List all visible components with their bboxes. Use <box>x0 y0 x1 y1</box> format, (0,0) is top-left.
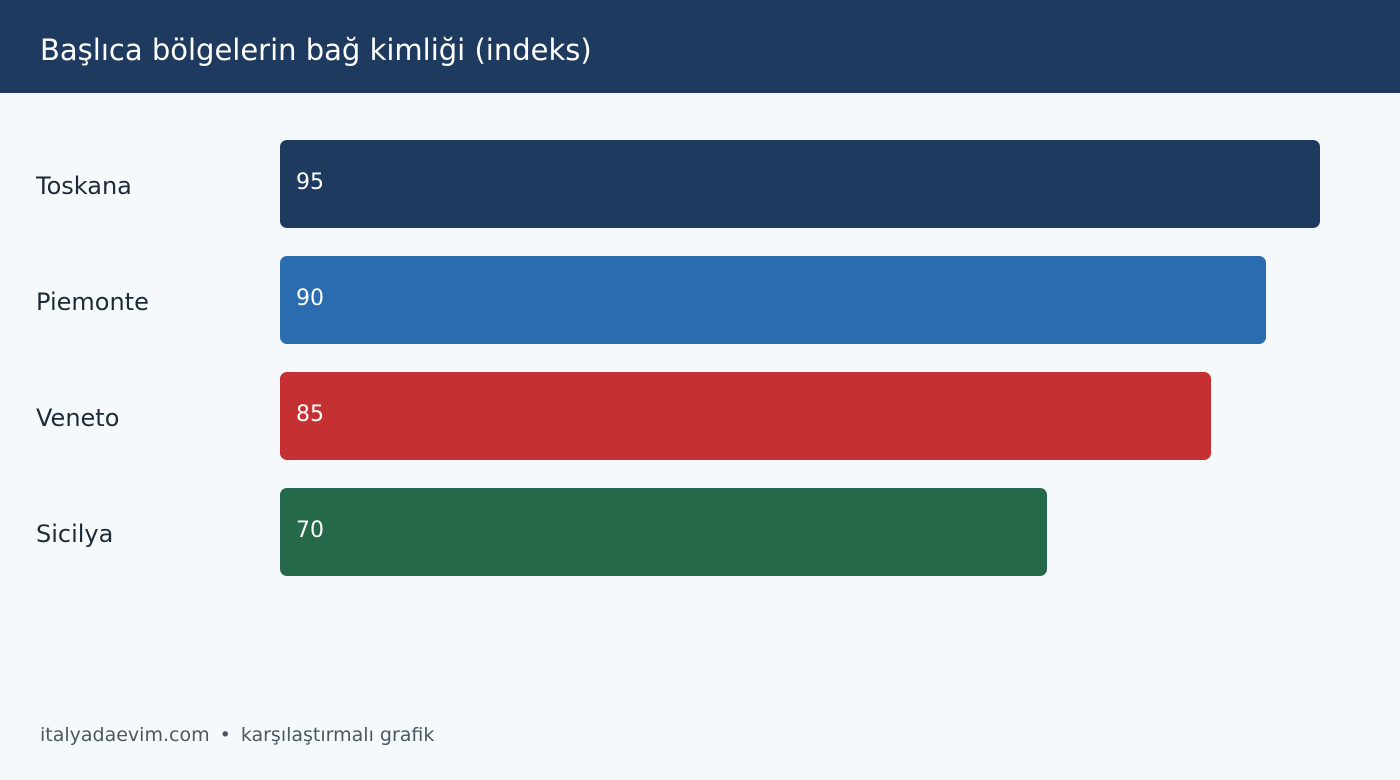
category-label: Veneto <box>36 404 120 432</box>
category-label: Toskana <box>36 172 132 200</box>
bar-value-label: 90 <box>296 286 324 311</box>
category-label: Piemonte <box>36 288 149 316</box>
bar: 95 <box>280 140 1320 228</box>
bar: 90 <box>280 256 1266 344</box>
footer-separator: • <box>219 724 231 746</box>
chart-title: Başlıca bölgelerin bağ kimliği (indeks) <box>40 33 592 67</box>
footer-caption: karşılaştırmalı grafik <box>240 724 435 746</box>
bar-value-label: 70 <box>296 518 324 543</box>
header-bar: Başlıca bölgelerin bağ kimliği (indeks) <box>0 0 1400 93</box>
footer: italyadaevim.com • karşılaştırmalı grafik <box>40 722 434 748</box>
bar-chart: Toskana 95 Piemonte 90 Veneto 85 Sicilya 70 <box>0 93 1400 693</box>
bar-value-label: 85 <box>296 402 324 427</box>
footer-site: italyadaevim.com <box>40 724 210 746</box>
bar-value-label: 95 <box>296 170 324 195</box>
bar: 85 <box>280 372 1211 460</box>
category-label: Sicilya <box>36 520 114 548</box>
bar: 70 <box>280 488 1047 576</box>
